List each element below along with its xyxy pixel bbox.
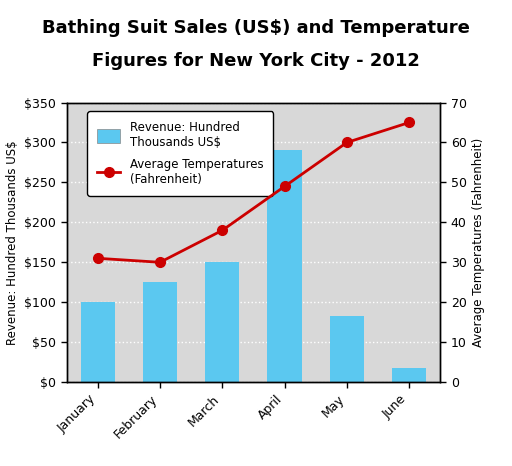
Bar [80,302,115,382]
Bar [143,282,177,382]
Bar [205,262,240,382]
Bar [267,151,302,382]
Y-axis label: Revenue: Hundred Thousands US$: Revenue: Hundred Thousands US$ [6,140,19,345]
Text: Bathing Suit Sales (US$) and Temperature: Bathing Suit Sales (US$) and Temperature [42,19,470,37]
Bar [392,368,426,382]
Text: Figures for New York City - 2012: Figures for New York City - 2012 [92,52,420,69]
Bar [330,316,364,382]
Y-axis label: Average Temperatures (Fahrenheit): Average Temperatures (Fahrenheit) [472,137,485,347]
Legend: Revenue: Hundred
Thousands US$, Average Temperatures
(Fahrenheit): Revenue: Hundred Thousands US$, Average … [88,111,273,196]
